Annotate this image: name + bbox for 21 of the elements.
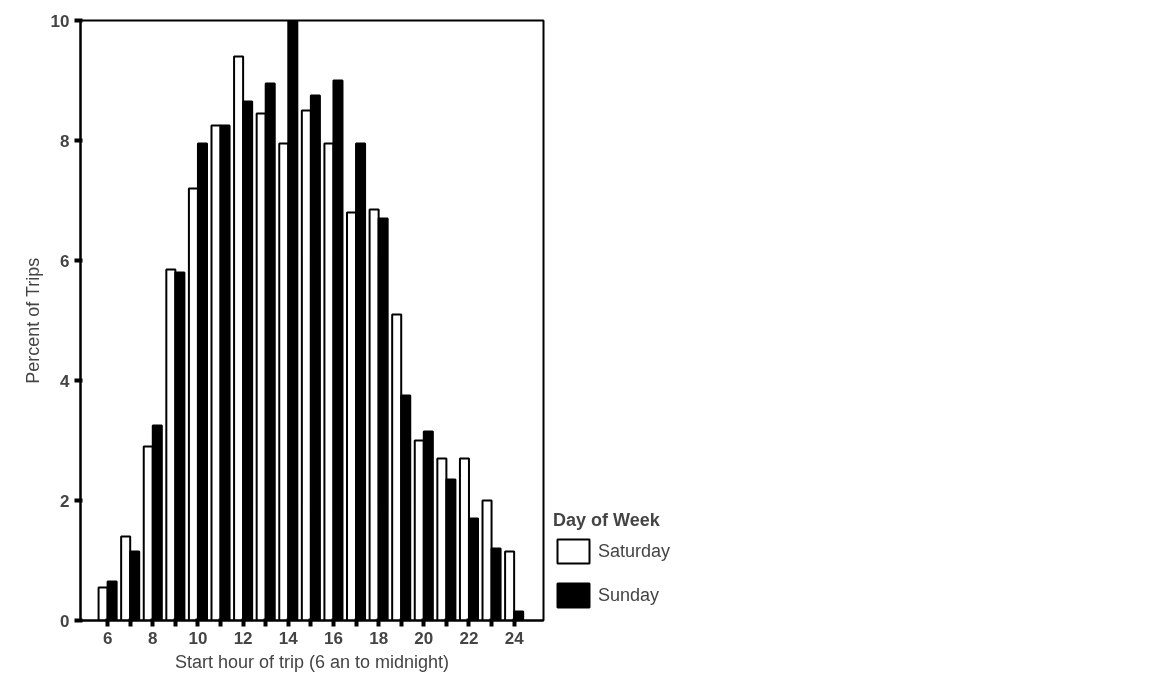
y-tick-label: 8	[60, 131, 70, 151]
x-tick-label: 24	[504, 628, 525, 648]
y-tick-label: 6	[60, 251, 70, 271]
x-tick-label: 18	[369, 628, 389, 648]
y-axis-title: Percent of Trips	[22, 257, 43, 384]
legend-label: Saturday	[598, 540, 671, 562]
x-tick-label: 16	[324, 628, 343, 648]
x-tick-label: 6	[102, 628, 113, 648]
x-tick-label: 20	[414, 628, 434, 648]
y-tick-label: 4	[60, 371, 71, 391]
x-axis-title: Start hour of trip (6 an to midnight)	[174, 651, 450, 672]
x-tick-label: 12	[233, 628, 253, 648]
y-tick-label: 2	[60, 491, 70, 511]
x-tick-label: 10	[188, 628, 208, 648]
x-tick-label: 8	[148, 628, 158, 648]
legend-label: Sunday	[598, 584, 660, 606]
x-tick-label: 14	[278, 628, 299, 648]
x-tick-label: 22	[459, 628, 479, 648]
legend-title: Day of Week	[553, 510, 661, 531]
y-tick-label: 0	[60, 611, 70, 631]
y-tick-label: 10	[50, 11, 70, 31]
